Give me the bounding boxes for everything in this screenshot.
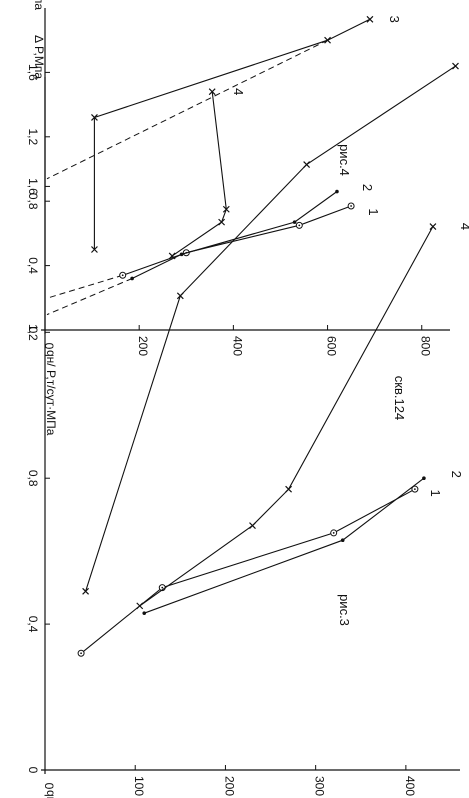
chart-fig3: 00,40,81,21,60100200300400qн,т/сут∆ P,Мп…: [26, 35, 469, 798]
data-point: [168, 252, 176, 260]
series-line: [85, 65, 456, 592]
x-tick-label: 0,4: [26, 616, 40, 633]
series-label: 1: [366, 208, 381, 215]
data-point: [335, 189, 339, 194]
data-point: [292, 220, 297, 224]
series-label: 1: [428, 490, 443, 497]
data-point-center: [332, 532, 335, 534]
y-tick-label: 400: [230, 336, 244, 356]
data-point-center: [350, 205, 353, 207]
series-label: 2: [449, 471, 464, 478]
data-point: [422, 476, 426, 481]
data-point: [303, 161, 311, 168]
figure-caption: рис.3: [337, 594, 352, 626]
series-label: 3: [387, 16, 402, 23]
x-tick-label: 0: [26, 327, 40, 334]
data-point: [179, 252, 184, 257]
extrapolation-line: [46, 274, 123, 299]
y-tick-label: 0: [42, 343, 56, 350]
data-point: [130, 276, 134, 281]
extrapolation-line: [46, 278, 133, 316]
data-point: [366, 15, 374, 23]
data-point: [208, 88, 216, 96]
series-line: [144, 477, 425, 614]
series-label: 4: [458, 223, 469, 230]
series-line: [139, 226, 434, 607]
data-point: [285, 485, 293, 493]
y-tick-label: 200: [222, 776, 236, 796]
x-tick-label: 1,2: [26, 128, 40, 145]
y-tick-label: 800: [419, 336, 433, 356]
data-point: [82, 587, 90, 595]
data-point: [452, 62, 459, 70]
series-line: [122, 205, 352, 276]
data-point: [176, 292, 184, 300]
data-point-center: [161, 586, 164, 589]
y-tick-label: 0: [42, 783, 56, 790]
chart-fig4: 0 0,4 0,8 1,2 1,6 0 200 400 600 800 qн/ P,т/сут·МП…: [26, 0, 450, 436]
data-point: [222, 205, 230, 213]
data-point: [91, 246, 98, 253]
data-point-center: [80, 652, 82, 655]
x-tick-label: 0,8: [26, 470, 40, 487]
figure-caption: рис.4: [337, 144, 352, 176]
data-point: [218, 218, 226, 226]
y-tick-label: 600: [325, 336, 339, 356]
y-tick-label: 200: [136, 336, 150, 356]
data-point: [91, 114, 98, 121]
series-line: [93, 18, 371, 250]
y-axis-title: qн/ P,т/сут·МПа: [44, 350, 58, 436]
x-tick-label: 1,6: [26, 64, 40, 81]
series-line: [171, 91, 227, 257]
y-tick-label: 400: [403, 776, 417, 796]
y-tick-label: 100: [132, 776, 146, 796]
data-point-center: [298, 224, 301, 227]
data-point: [340, 538, 345, 543]
x-tick-label: 0,8: [26, 193, 40, 210]
data-point: [429, 223, 437, 230]
extrapolation-line: [46, 39, 328, 180]
y-axis-title: qн,т/сут: [44, 790, 58, 798]
well-label: скв.124: [392, 376, 407, 420]
data-point-center: [121, 274, 124, 277]
data-point: [324, 36, 331, 44]
series-label: 2: [360, 184, 375, 191]
data-point: [142, 611, 147, 615]
series-line: [80, 488, 416, 654]
x-tick-label: 1,2: [26, 324, 40, 341]
data-point-center: [413, 488, 416, 491]
x-axis-title: ∆ P,Мпа: [32, 35, 46, 79]
series-label: 4: [231, 88, 246, 95]
data-point: [136, 602, 144, 610]
x-tick-label: 0,4: [26, 257, 40, 274]
x-tick-label: 0: [26, 767, 40, 774]
x-tick-label: 1,6: [26, 178, 40, 195]
data-point: [249, 522, 256, 530]
y-tick-label: 300: [313, 776, 327, 796]
x-axis-title: ∆ P,Мпа: [32, 0, 46, 10]
series-line: [131, 191, 338, 279]
